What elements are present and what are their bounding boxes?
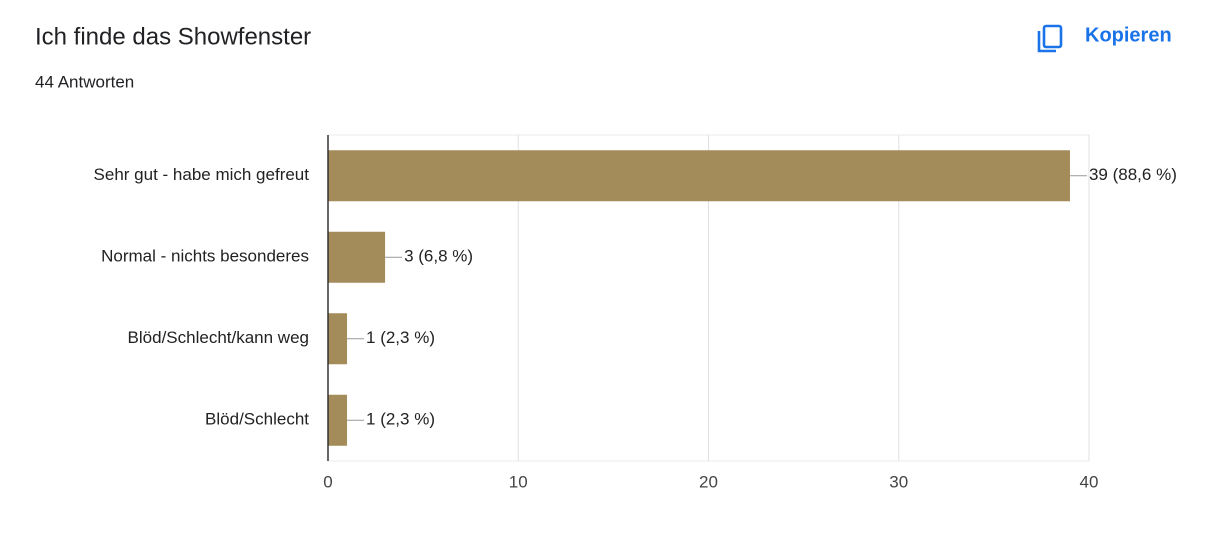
value-label: 1 (2,3 %) <box>366 328 435 347</box>
x-tick-label: 20 <box>699 472 718 491</box>
chart-title: Ich finde das Showfenster <box>35 23 311 50</box>
copy-icon <box>1042 24 1063 49</box>
bar <box>328 313 348 365</box>
bar <box>328 231 386 283</box>
y-tick-label: Sehr gut - habe mich gefreut <box>94 165 310 184</box>
value-label: 1 (2,3 %) <box>366 410 435 429</box>
y-tick-label: Blöd/Schlecht/kann weg <box>128 328 309 347</box>
value-label: 39 (88,6 %) <box>1089 165 1177 184</box>
bar <box>328 150 1070 202</box>
x-tick-label: 30 <box>889 472 908 491</box>
x-tick-label: 0 <box>323 472 332 491</box>
x-tick-label: 10 <box>509 472 528 491</box>
y-tick-label: Blöd/Schlecht <box>205 410 309 429</box>
x-tick-label: 40 <box>1080 472 1099 491</box>
copy-label[interactable]: Kopieren <box>1085 24 1172 46</box>
value-label: 3 (6,8 %) <box>404 247 473 266</box>
copy-button[interactable]: Kopieren <box>1037 24 1172 53</box>
y-tick-label: Normal - nichts besonderes <box>101 247 309 266</box>
copy-icon <box>1037 31 1056 53</box>
chart-subtitle: 44 Antworten <box>35 72 134 91</box>
bar <box>328 394 348 446</box>
